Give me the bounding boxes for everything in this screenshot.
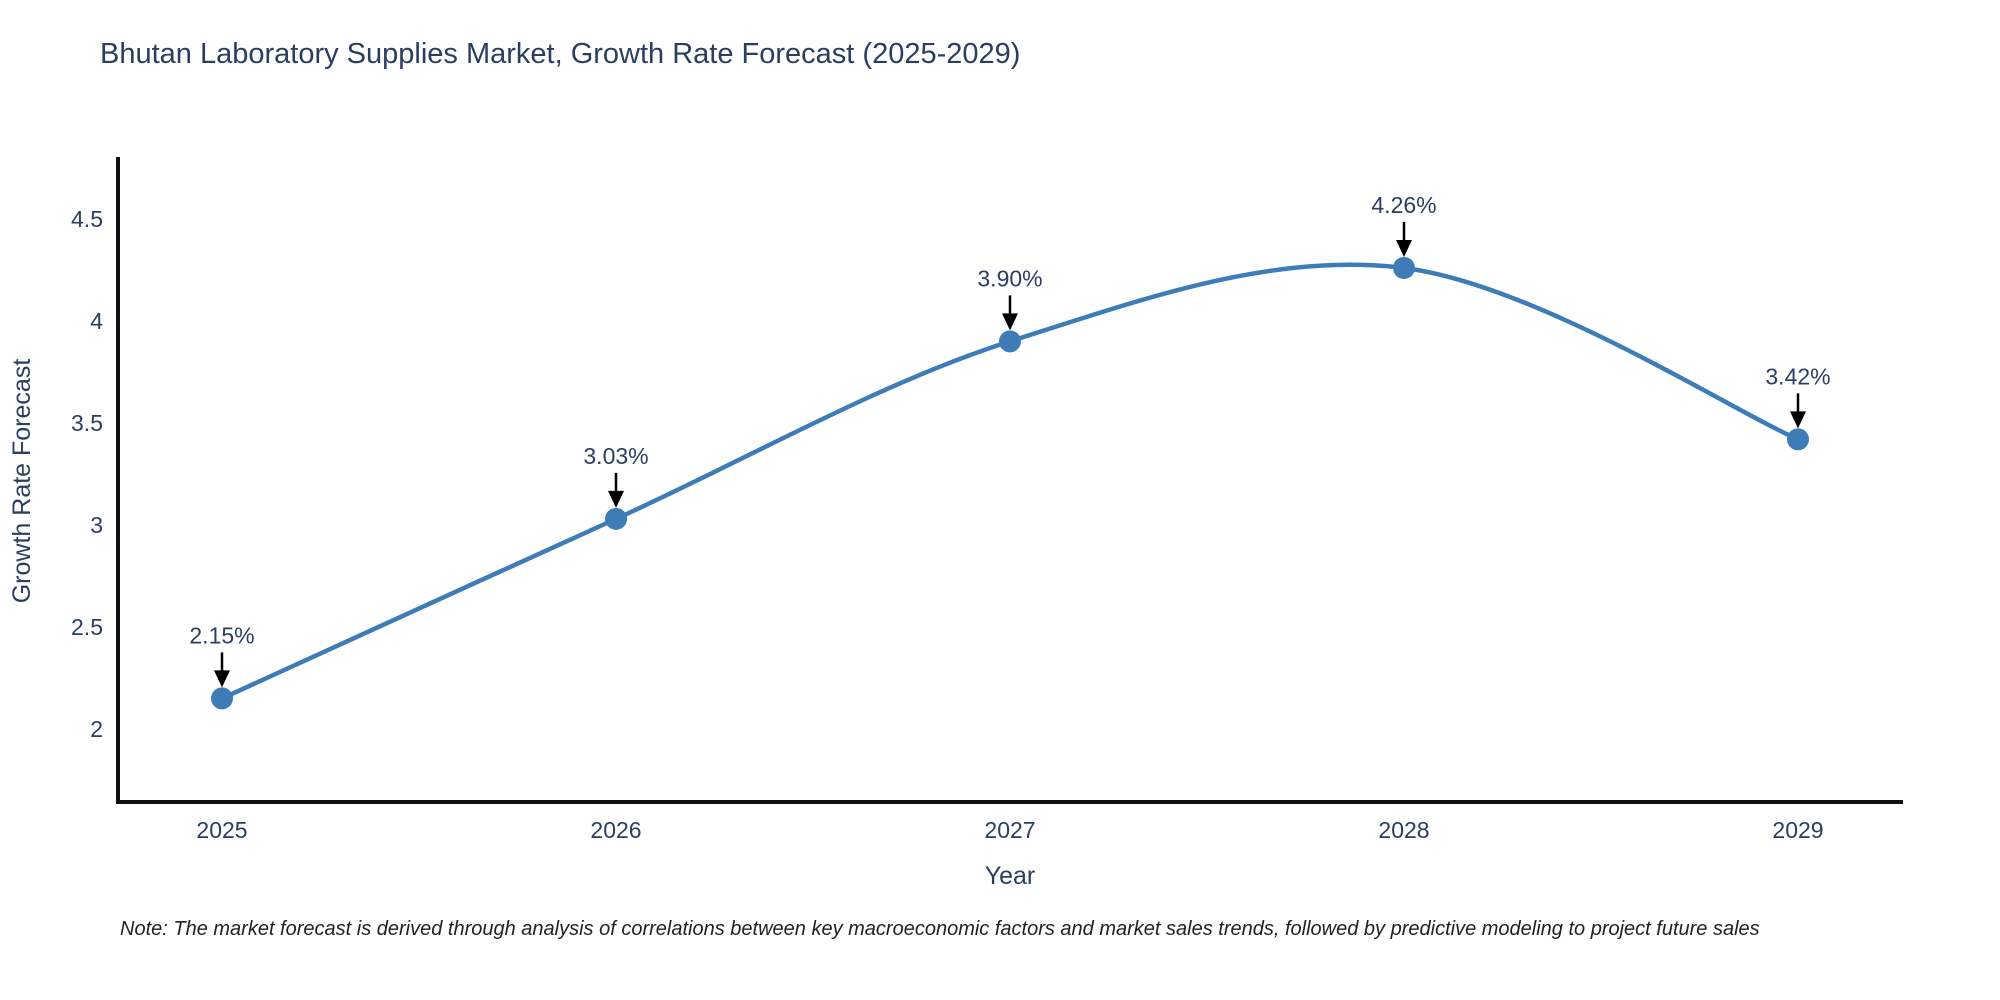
annotation-arrow-head [1002,313,1018,331]
y-tick-label: 4 [90,308,103,334]
chart-title: Bhutan Laboratory Supplies Market, Growt… [100,38,1021,70]
y-tick-label: 2.5 [71,614,103,640]
annotation-arrow-head [1790,411,1806,429]
annotation-arrow-head [1396,239,1412,257]
annotation-label: 3.90% [977,265,1042,291]
annotation-label: 3.42% [1765,363,1830,389]
y-tick-label: 3 [90,512,103,538]
y-axis-title: Growth Rate Forecast [8,359,36,604]
y-tick-label: 3.5 [71,410,103,436]
x-tick-label: 2025 [196,817,247,843]
data-point-marker [1787,428,1809,451]
x-tick-label: 2026 [590,817,641,843]
chart-note: Note: The market forecast is derived thr… [120,918,1760,940]
x-tick-label: 2027 [984,817,1035,843]
annotation-arrow-head [214,670,230,688]
annotation-label: 2.15% [189,622,254,648]
x-tick-label: 2028 [1378,817,1429,843]
annotation-label: 4.26% [1371,192,1436,218]
annotation-arrow-head [608,490,624,508]
y-tick-label: 4.5 [71,206,103,232]
y-tick-label: 2 [90,716,103,742]
data-point-marker [211,687,233,710]
data-point-marker [999,330,1021,353]
x-axis-title: Year [985,862,1036,890]
data-point-marker [605,507,627,530]
annotation-label: 3.03% [583,443,648,469]
x-tick-label: 2029 [1772,817,1823,843]
data-point-marker [1393,256,1415,279]
